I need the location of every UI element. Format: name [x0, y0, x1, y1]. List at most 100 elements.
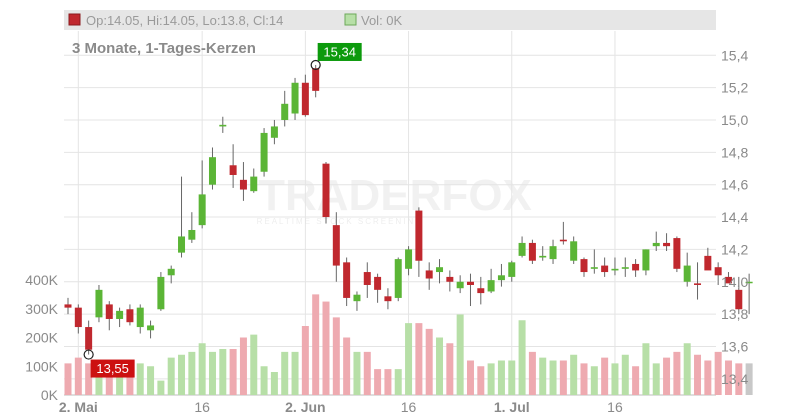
price-axis: 15,4 15,2 15,0 14,8 14,6 14,4 14,2 14,0 13,8 13,6…: [721, 47, 748, 387]
candle-body: [95, 289, 103, 318]
volume-bar: [487, 363, 495, 395]
candle-body: [281, 103, 289, 120]
volume-bar: [456, 314, 464, 395]
volume-bar: [126, 366, 134, 395]
volume-bar: [405, 323, 413, 395]
volume-tick-label: 0K: [41, 387, 59, 403]
volume-bar: [590, 366, 598, 395]
legend-ohlc-text: Op:14.05, Hi:14.05, Lo:13.8, Cl:14: [86, 13, 283, 28]
candle-body: [394, 259, 402, 298]
candle-body: [477, 288, 485, 294]
volume-bar: [363, 351, 371, 395]
watermark: TRADERFOX REALTIME STOCK SCREENING: [257, 171, 532, 226]
candle-body: [85, 327, 93, 350]
legend-volume-swatch: [344, 13, 357, 26]
volume-bar: [178, 354, 186, 395]
volume-bar: [652, 363, 660, 395]
volume-tick-label: 400K: [25, 272, 58, 288]
candle-body: [384, 296, 392, 302]
watermark-tagline: REALTIME STOCK SCREENING: [257, 217, 424, 226]
candle-body: [260, 132, 268, 172]
volume-bar: [663, 357, 671, 395]
volume-bar: [508, 360, 516, 395]
candle-body: [363, 272, 371, 285]
candle-body: [456, 281, 464, 289]
legend-ohlc-swatch: [68, 13, 81, 26]
price-tick-label: 14,4: [721, 209, 748, 225]
volume-bar: [312, 294, 320, 395]
candle-body: [291, 82, 299, 114]
volume-bar: [301, 326, 309, 395]
date-tick-label: 16: [194, 399, 210, 415]
candle-body: [601, 265, 609, 273]
volume-bar: [353, 351, 361, 395]
volume-bar: [642, 343, 650, 395]
watermark-brand: TRADERFOX: [258, 171, 532, 220]
candle-body: [405, 249, 413, 269]
legend-volume-text: Vol: 0K: [361, 13, 403, 28]
volume-bar: [291, 351, 299, 395]
candle-body: [632, 263, 640, 271]
volume-bar: [270, 372, 278, 395]
volume-bar: [466, 360, 474, 395]
candle-body: [704, 255, 712, 271]
volume-bar: [611, 363, 619, 395]
volume-bar: [384, 369, 392, 395]
volume-bar: [724, 360, 732, 395]
volume-bar: [229, 349, 237, 395]
candle-body: [105, 304, 113, 319]
date-axis: 2. Mai 16 2. Jun 16 1. Jul 16: [59, 399, 623, 415]
volume-bar: [208, 351, 216, 395]
price-tick-label: 14,2: [721, 241, 748, 257]
candle-body: [590, 267, 598, 269]
high-low-callouts: 15,34 13,55: [83, 42, 362, 378]
volume-bar: [425, 328, 433, 395]
candle-body: [559, 239, 567, 242]
volume-bar: [580, 363, 588, 395]
volume-bar: [559, 360, 567, 395]
price-tick-label: 13,4: [721, 371, 748, 387]
candle-body: [301, 82, 309, 116]
price-tick-label: 13,6: [721, 338, 748, 354]
volume-bar: [694, 354, 702, 395]
date-tick-label: 2. Mai: [59, 399, 98, 415]
volume-bar: [714, 351, 722, 395]
volume-bar: [683, 343, 691, 395]
candle-body: [611, 268, 619, 271]
candle-body: [136, 307, 144, 328]
price-tick-label: 14,8: [721, 144, 748, 160]
candle-body: [508, 262, 516, 277]
candle-body: [343, 262, 351, 298]
volume-bars: [64, 294, 753, 395]
candle-body: [208, 157, 216, 185]
candle-body: [178, 236, 186, 253]
volume-bar: [157, 380, 165, 395]
candle-body: [621, 267, 629, 269]
volume-bar: [167, 357, 175, 395]
volume-bar: [239, 337, 247, 395]
date-tick-label: 16: [401, 399, 417, 415]
price-tick-label: 15,4: [721, 47, 748, 63]
candle-body: [570, 241, 578, 261]
candle-body: [652, 242, 660, 247]
candle-body: [415, 210, 423, 261]
candle-body: [239, 179, 247, 190]
high-callout-label: 15,34: [323, 44, 356, 59]
candle-body: [147, 325, 155, 331]
volume-bar: [415, 323, 423, 395]
volume-bar: [477, 366, 485, 395]
candle-body: [436, 267, 444, 273]
candle-body: [167, 268, 175, 276]
candle-body: [673, 238, 681, 269]
candle-body: [446, 276, 454, 282]
volume-bar: [539, 357, 547, 395]
candle-body: [188, 229, 196, 240]
candle-body: [518, 242, 526, 256]
volume-tick-label: 200K: [25, 330, 58, 346]
volume-bar: [518, 320, 526, 395]
volume-bar: [74, 357, 82, 395]
candle-body: [64, 304, 72, 308]
date-tick-label: 1. Jul: [494, 399, 530, 415]
candle-body: [332, 225, 340, 266]
